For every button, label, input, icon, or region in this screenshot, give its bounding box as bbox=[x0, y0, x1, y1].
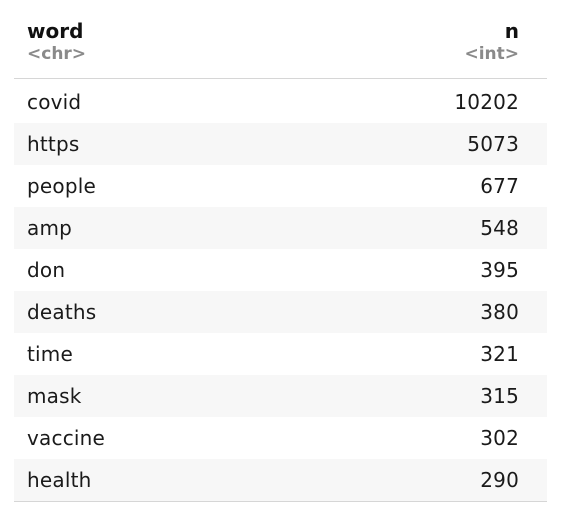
table-row: don 395 bbox=[14, 249, 547, 291]
cell-word: health bbox=[14, 459, 281, 502]
table-header: word <chr> n <int> bbox=[14, 14, 547, 79]
table-row: health 290 bbox=[14, 459, 547, 502]
cell-word: don bbox=[27, 258, 66, 282]
word-count-table-container: word <chr> n <int> covid 10202 https 507… bbox=[14, 14, 547, 502]
table-row: covid 10202 bbox=[14, 79, 547, 124]
cell-n: 315 bbox=[280, 375, 547, 417]
cell-n: 380 bbox=[280, 291, 547, 333]
cell-word: mask bbox=[14, 375, 281, 417]
table-row: deaths 380 bbox=[14, 291, 547, 333]
cell-n: 321 bbox=[480, 342, 519, 366]
column-name-n: n bbox=[504, 19, 519, 43]
table-row: vaccine 302 bbox=[14, 417, 547, 459]
cell-word: vaccine bbox=[27, 426, 106, 450]
column-header-n[interactable]: n <int> bbox=[280, 14, 547, 79]
table-row: people 677 bbox=[14, 165, 547, 207]
cell-word: people bbox=[27, 174, 96, 198]
cell-n: 302 bbox=[480, 426, 519, 450]
cell-n: 548 bbox=[280, 207, 547, 249]
column-name-word: word bbox=[27, 19, 84, 43]
table-row: time 321 bbox=[14, 333, 547, 375]
column-type-word: <chr> bbox=[27, 44, 87, 64]
cell-n: 10202 bbox=[454, 90, 519, 114]
cell-word: https bbox=[14, 123, 281, 165]
word-count-table: word <chr> n <int> covid 10202 https 507… bbox=[14, 14, 547, 502]
header-row: word <chr> n <int> bbox=[14, 14, 547, 79]
cell-n: 5073 bbox=[280, 123, 547, 165]
cell-word: amp bbox=[14, 207, 281, 249]
column-type-n: <int> bbox=[464, 44, 519, 64]
cell-n: 395 bbox=[480, 258, 519, 282]
cell-word: covid bbox=[27, 90, 82, 114]
column-header-word[interactable]: word <chr> bbox=[14, 14, 281, 79]
cell-word: time bbox=[27, 342, 73, 366]
cell-word: deaths bbox=[14, 291, 281, 333]
table-row: amp 548 bbox=[14, 207, 547, 249]
table-row: mask 315 bbox=[14, 375, 547, 417]
table-body: covid 10202 https 5073 people 677 amp 54… bbox=[14, 79, 547, 502]
cell-n: 677 bbox=[480, 174, 519, 198]
cell-n: 290 bbox=[280, 459, 547, 502]
table-row: https 5073 bbox=[14, 123, 547, 165]
